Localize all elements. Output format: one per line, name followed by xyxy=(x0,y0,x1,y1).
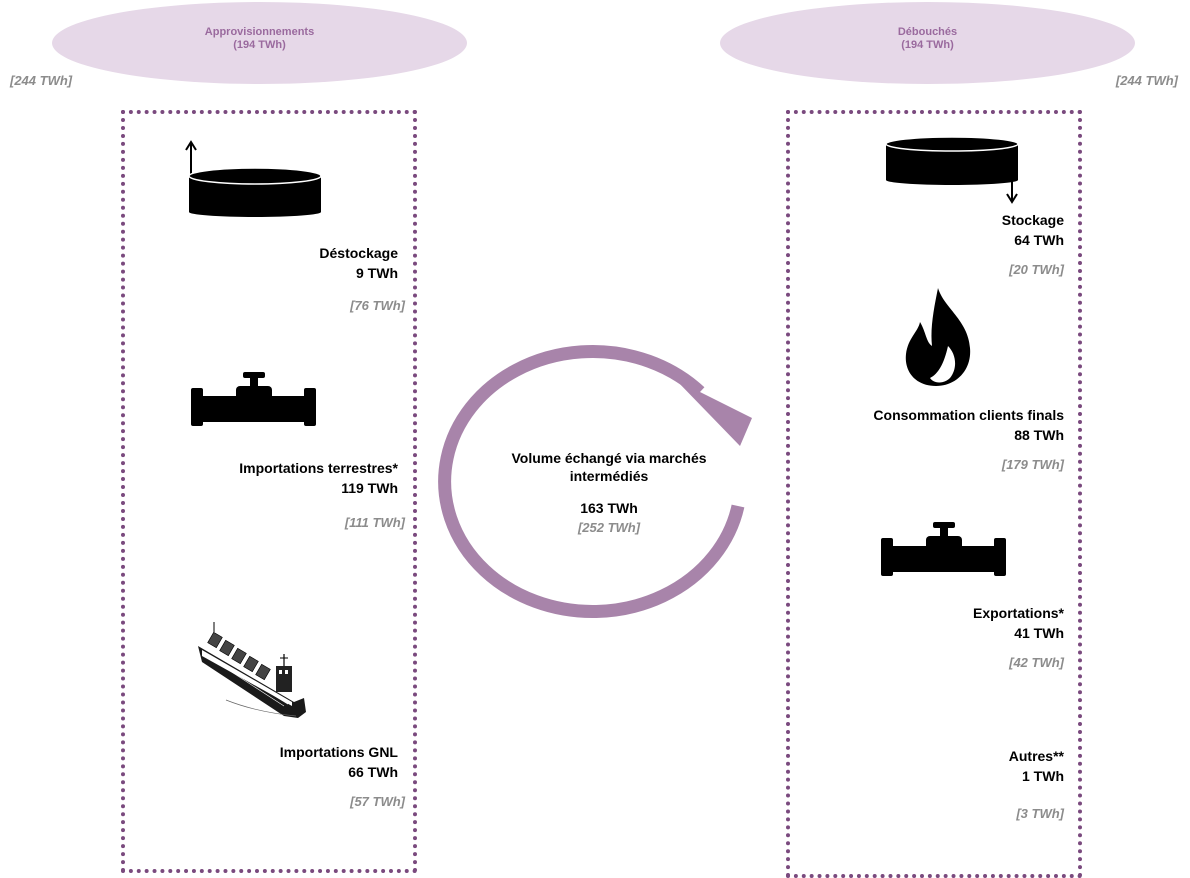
storage-label: Stockage 64 TWh xyxy=(1002,210,1064,250)
destockage-previous: [76 TWh] xyxy=(350,298,405,313)
land-imports-previous: [111 TWh] xyxy=(344,515,405,530)
pipeline-icon xyxy=(881,522,1006,576)
lng-tanker-ship-icon xyxy=(198,622,306,718)
cycle-arrow-icon xyxy=(438,345,752,618)
lng-imports-label: Importations GNL 66 TWh xyxy=(280,742,398,782)
supplies-previous-total: [244 TWh] xyxy=(10,73,73,88)
destockage-value: 9 TWh xyxy=(356,265,398,281)
outlets-previous-total: [244 TWh] xyxy=(1115,73,1178,88)
storage-name: Stockage xyxy=(1001,212,1064,228)
storage-tank-out-icon xyxy=(185,140,322,217)
center-value: 163 TWh xyxy=(580,500,638,516)
others-label: Autres** 1 TWh xyxy=(1009,746,1064,786)
gas-flame-icon xyxy=(905,288,971,386)
center-previous: [252 TWh] xyxy=(577,520,641,535)
lng-imports-name: Importations GNL xyxy=(279,744,398,760)
lng-imports-previous: [57 TWh] xyxy=(350,794,405,809)
others-value: 1 TWh xyxy=(1022,768,1064,784)
destockage-name: Déstockage xyxy=(319,245,398,261)
exports-name: Exportations* xyxy=(972,605,1064,621)
lng-imports-value: 66 TWh xyxy=(348,764,398,780)
supplies-header: Approvisionnements (194 TWh) xyxy=(52,2,467,84)
outlets-total: (194 TWh) xyxy=(901,39,954,51)
others-previous: [3 TWh] xyxy=(1016,806,1064,821)
outlets-header: Débouchés (194 TWh) xyxy=(720,2,1135,84)
final-consumption-value: 88 TWh xyxy=(1014,427,1064,443)
center-title: Volume échangé via marchés intermédiés xyxy=(511,450,707,484)
supplies-box xyxy=(121,110,417,873)
final-consumption-name: Consommation clients finals xyxy=(873,407,1064,423)
exports-previous: [42 TWh] xyxy=(1009,655,1064,670)
exports-value: 41 TWh xyxy=(1014,625,1064,641)
land-imports-value: 119 TWh xyxy=(341,480,398,496)
others-name: Autres** xyxy=(1008,748,1064,764)
final-consumption-previous: [179 TWh] xyxy=(1001,457,1064,472)
destockage-label: Déstockage 9 TWh xyxy=(319,243,398,283)
outlets-box xyxy=(786,110,1082,878)
pipeline-icon xyxy=(191,372,316,426)
center-label: Volume échangé via marchés intermédiés 1… xyxy=(486,449,732,537)
storage-previous: [20 TWh] xyxy=(1009,262,1064,277)
land-imports-name: Importations terrestres* xyxy=(239,460,398,476)
supplies-title: Approvisionnements xyxy=(204,26,315,38)
outlets-title: Débouchés xyxy=(897,26,958,38)
storage-value: 64 TWh xyxy=(1014,232,1064,248)
final-consumption-label: Consommation clients finals 88 TWh xyxy=(873,405,1064,445)
exports-label: Exportations* 41 TWh xyxy=(973,603,1064,643)
supplies-total: (194 TWh) xyxy=(233,39,286,51)
land-imports-label: Importations terrestres* 119 TWh xyxy=(239,458,398,498)
storage-tank-in-icon xyxy=(885,136,1019,204)
